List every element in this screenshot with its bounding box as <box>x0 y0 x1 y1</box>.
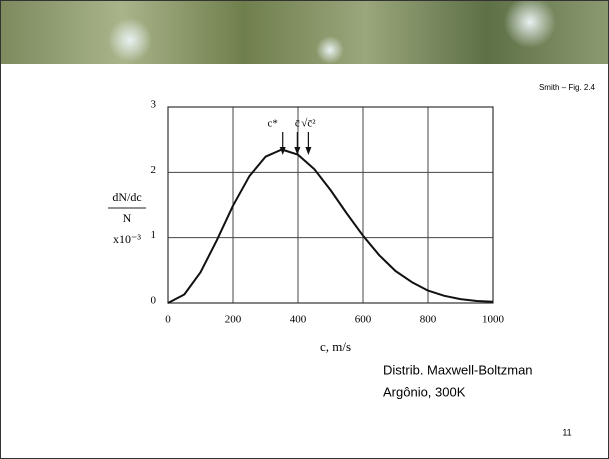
y-tick-label: 0 <box>151 295 157 307</box>
arrow-head <box>279 147 286 155</box>
x-tick-label: 1000 <box>482 314 505 326</box>
x-tick-label: 0 <box>165 314 171 326</box>
y-axis-label: x10⁻³ <box>113 232 141 246</box>
y-tick-label: 1 <box>151 229 157 241</box>
x-tick-label: 400 <box>290 314 307 326</box>
x-axis-label: c, m/s <box>320 339 351 354</box>
y-axis-label: N <box>123 211 132 225</box>
banner-drop <box>504 0 556 48</box>
plot-frame <box>167 106 494 304</box>
source-label: Smith – Fig. 2.4 <box>539 83 596 92</box>
y-tick-label: 3 <box>151 99 157 111</box>
annotation-label: c* <box>268 118 278 130</box>
x-tick-label: 800 <box>420 314 437 326</box>
page-number: 11 <box>562 427 571 437</box>
annotation-label: c̄ <box>295 118 300 130</box>
arrow-head <box>294 147 301 155</box>
caption-line: Argônio, 300K <box>383 384 466 399</box>
data-line <box>167 148 494 304</box>
caption-line: Distrib. Maxwell-Boltzman <box>383 362 533 377</box>
arrow-head <box>305 147 312 155</box>
banner-drop <box>316 36 344 64</box>
x-tick-label: 600 <box>355 314 372 326</box>
banner-drop <box>108 18 152 62</box>
y-tick-label: 2 <box>151 164 157 176</box>
x-tick-label: 200 <box>225 314 242 326</box>
y-axis-label: dN/dc <box>112 190 141 204</box>
annotation-label: √c̄² <box>301 118 316 130</box>
